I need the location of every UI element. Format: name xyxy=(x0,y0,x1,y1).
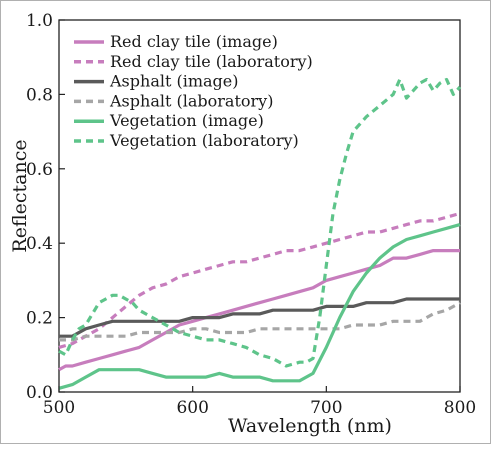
legend-label-2: Asphalt (image) xyxy=(109,72,239,91)
x-tick-label: 800 xyxy=(444,398,476,418)
series-line-3 xyxy=(59,301,461,342)
x-tick-label: 600 xyxy=(176,398,208,418)
series-line-1 xyxy=(58,211,461,349)
x-tick-label: 700 xyxy=(310,398,342,418)
series-line-4 xyxy=(58,223,461,390)
y-tick-label: 0.0 xyxy=(26,383,53,403)
y-tick-label: 0.2 xyxy=(26,309,53,329)
y-axis-title: Reflectance xyxy=(9,139,31,252)
series-line-2 xyxy=(59,297,460,338)
y-tick-label: 0.4 xyxy=(26,234,53,254)
x-tick-label: 500 xyxy=(43,398,75,418)
legend-label-4: Vegetation (image) xyxy=(109,111,264,130)
series-line-5 xyxy=(58,77,462,368)
legend-label-1: Red clay tile (laboratory) xyxy=(110,52,313,71)
legend: Red clay tile (image)Red clay tile (labo… xyxy=(74,32,313,150)
y-tick-label: 1.0 xyxy=(26,11,53,31)
axis-ticks: 500 600 700 800 0.0 0.2 0.4 0.6 0.8 1.0 xyxy=(26,11,476,418)
y-tick-label: 0.6 xyxy=(26,160,53,180)
x-axis-title: Wavelength (nm) xyxy=(228,415,392,437)
y-tick-label: 0.8 xyxy=(26,85,53,105)
legend-label-5: Vegetation (laboratory) xyxy=(109,131,299,150)
plot-area xyxy=(58,19,461,393)
legend-label-0: Red clay tile (image) xyxy=(110,32,278,51)
series-line-0 xyxy=(58,249,460,372)
legend-label-3: Asphalt (laboratory) xyxy=(109,91,273,110)
series-lines xyxy=(58,77,462,390)
